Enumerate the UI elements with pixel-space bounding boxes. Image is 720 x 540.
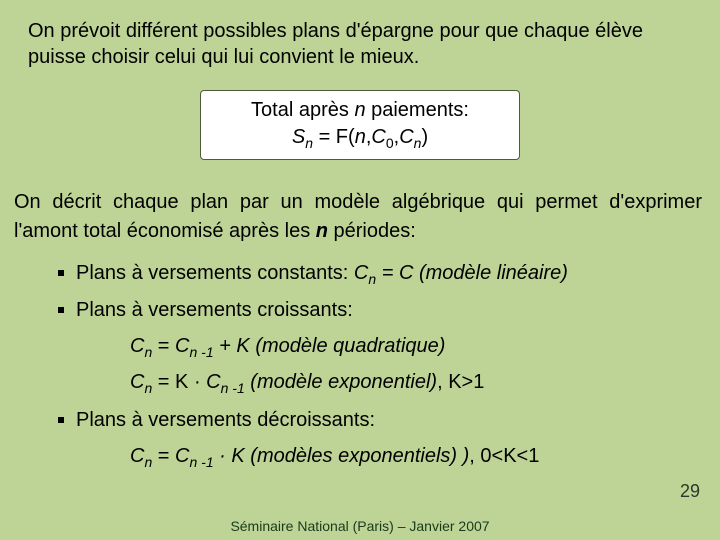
plan-item-increasing: Plans à versements croissants:	[58, 297, 720, 324]
formula-c: C	[130, 371, 144, 393]
formula-n: n	[354, 99, 365, 121]
formula-n: n	[355, 126, 366, 148]
desc-text: périodes:	[328, 220, 416, 242]
formula-c: C	[399, 126, 413, 148]
plan-eq: =	[376, 262, 399, 284]
plan-model: (modèle quadratique)	[255, 335, 445, 357]
formula-box-line2: Sn = F(n,C0,Cn)	[213, 124, 507, 153]
formula-sub: n -1	[221, 380, 245, 396]
plan-model: (modèle exponentiel)	[250, 371, 437, 393]
plans-list-continued: Plans à versements décroissants:	[0, 405, 720, 434]
plan-item-decreasing: Plans à versements décroissants:	[58, 407, 720, 434]
formula-box-line1: Total après n paiements:	[213, 97, 507, 124]
formula-cond: , K>1	[437, 371, 484, 393]
formula-text: · K	[214, 445, 251, 467]
formula-c: C	[130, 445, 144, 467]
formula-box: Total après n paiements: Sn = F(n,C0,Cn)	[200, 90, 520, 160]
formula-text: )	[421, 126, 428, 148]
formula-c: C	[206, 371, 220, 393]
formula-text: Total après	[251, 99, 354, 121]
plan-model: (modèles exponentiels) )	[250, 445, 469, 467]
formula-sub: n -1	[190, 454, 214, 470]
formula-text: paiements:	[366, 99, 469, 121]
formula-sub: n -1	[190, 344, 214, 360]
formula-sub: 0	[386, 135, 394, 151]
formula-quadratic: Cn = Cn -1 + K (modèle quadratique)	[0, 332, 720, 363]
plan-label: Plans à versements constants:	[76, 262, 354, 284]
formula-text: + K	[214, 335, 256, 357]
formula-c: C	[175, 335, 189, 357]
formula-s: S	[292, 126, 305, 148]
description-paragraph: On décrit chaque plan par un modèle algé…	[0, 178, 720, 250]
formula-exponential-up: Cn = K · Cn -1 (modèle exponentiel), K>1	[0, 368, 720, 399]
formula-eq: = K ·	[152, 371, 206, 393]
page-number: 29	[680, 481, 700, 502]
formula-c: C	[175, 445, 189, 467]
footer-text: Séminaire National (Paris) – Janvier 200…	[0, 518, 720, 534]
plans-list: Plans à versements constants: Cn = C (mo…	[0, 250, 720, 324]
plan-label: Plans à versements décroissants:	[76, 409, 375, 431]
formula-text: = F(	[313, 126, 355, 148]
plan-item-constant: Plans à versements constants: Cn = C (mo…	[58, 260, 720, 289]
formula-sub: n	[305, 135, 313, 151]
formula-exponential-down: Cn = Cn -1 · K (modèles exponentiels) ),…	[0, 442, 720, 473]
formula-eq: =	[152, 335, 175, 357]
formula-c: C	[371, 126, 385, 148]
plan-c: C	[354, 262, 368, 284]
plan-model: (modèle linéaire)	[419, 262, 568, 284]
plan-sub: n	[368, 271, 376, 287]
desc-n: n	[316, 220, 328, 242]
plan-label: Plans à versements croissants:	[76, 299, 353, 321]
plan-c: C	[399, 262, 419, 284]
formula-cond: , 0<K<1	[469, 445, 539, 467]
formula-c: C	[130, 335, 144, 357]
intro-paragraph: On prévoit différent possibles plans d'é…	[0, 0, 720, 80]
formula-eq: =	[152, 445, 175, 467]
